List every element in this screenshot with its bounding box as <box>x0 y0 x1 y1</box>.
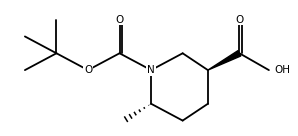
Text: O: O <box>84 65 92 75</box>
Text: O: O <box>115 15 124 25</box>
Polygon shape <box>208 51 241 70</box>
Text: O: O <box>235 15 243 25</box>
Text: OH: OH <box>274 65 290 75</box>
Text: N: N <box>147 65 155 75</box>
